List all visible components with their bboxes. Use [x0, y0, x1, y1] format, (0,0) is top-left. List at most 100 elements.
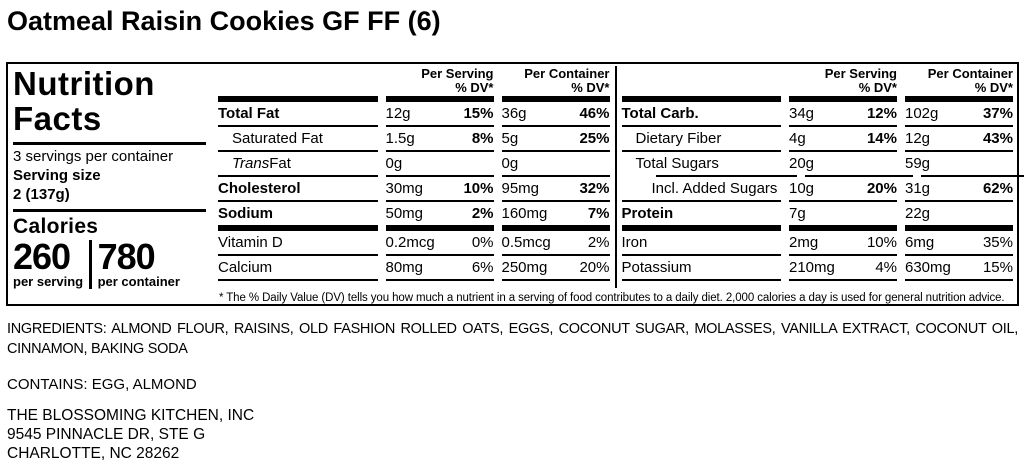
per-serving-header-label: Per Serving	[421, 66, 494, 81]
per-container-values: 630mg 15%	[905, 256, 1013, 279]
separator-segment	[905, 254, 1013, 256]
calories-row: 260 per serving 780 per container	[13, 236, 206, 290]
calories-per-container-block: 780 per container	[97, 236, 180, 290]
per-container-amount: 31g	[905, 180, 931, 197]
separator-segment	[385, 200, 494, 202]
label-heading-line2: Facts	[13, 100, 102, 137]
per-container-values: 0g	[502, 152, 610, 175]
per-serving-amount: 30mg	[385, 180, 424, 197]
label-right-block: Per Serving% DV* Per Container% DV* Total …	[212, 64, 1024, 304]
thick-bar	[621, 96, 1013, 102]
nutrient-row: Sodium 50mg 2% 160mg 7%	[218, 202, 610, 225]
per-container-values: 6mg 35%	[905, 231, 1013, 254]
nutrient-name: Protein	[621, 205, 674, 222]
per-container-amount: 0g	[501, 155, 519, 172]
nutrient-row: Saturated Fat 1.5g 8% 5g 25%	[218, 127, 610, 150]
row-separator	[218, 125, 610, 127]
per-serving-values: 4g 14%	[789, 127, 897, 150]
per-serving-amount: 34g	[789, 105, 815, 122]
page-title: Oatmeal Raisin Cookies GF FF (6)	[7, 6, 441, 36]
separator-segment	[905, 279, 1013, 281]
separator-segment	[655, 175, 797, 177]
nutrient-name: Sodium	[218, 205, 273, 222]
separator-segment	[218, 200, 378, 202]
divider	[13, 209, 206, 212]
manufacturer-name: THE BLOSSOMING KITCHEN, INC	[7, 407, 255, 424]
per-container-amount: 6mg	[905, 234, 935, 251]
dv-footnote: * The % Daily Value (DV) tells you how m…	[219, 292, 1005, 304]
nutrient-row: Trans Fat 0g 0g	[218, 152, 610, 175]
per-container-dv: 25%	[579, 130, 610, 147]
per-container-dv: 20%	[579, 259, 610, 276]
separator-segment	[385, 150, 494, 152]
per-serving-dv: 8%	[471, 130, 494, 147]
per-serving-amount: 0.2mcg	[385, 234, 435, 251]
separator-segment	[905, 150, 1013, 152]
row-separator	[621, 150, 1013, 152]
manufacturer-city: CHARLOTTE, NC 28262	[7, 445, 180, 462]
per-container-amount: 59g	[905, 155, 931, 172]
nutrient-row: Calcium 80mg 6% 250mg 20%	[218, 256, 610, 279]
per-serving-values: 1.5g 8%	[386, 127, 494, 150]
per-serving-values: 2mg 10%	[789, 231, 897, 254]
calories-per-container-value: 780	[97, 236, 156, 277]
bar-segment	[501, 96, 610, 102]
per-serving-dv: 10%	[463, 180, 494, 197]
per-container-values: 12g 43%	[905, 127, 1013, 150]
per-container-values: 5g 25%	[502, 127, 610, 150]
per-serving-dv: 14%	[866, 130, 897, 147]
separator-segment	[385, 175, 494, 177]
separator-segment	[621, 150, 781, 152]
thick-bar	[218, 96, 610, 102]
per-container-amount: 36g	[501, 105, 527, 122]
nutrient-row: Cholesterol 30mg 10% 95mg 32%	[218, 177, 610, 200]
bar-segment	[789, 225, 897, 231]
separator-segment	[218, 175, 378, 177]
row-separator	[218, 254, 610, 256]
nutrient-name: Vitamin D	[218, 234, 283, 251]
nutrient-name: Total Sugars	[635, 155, 719, 172]
per-serving-header: Per Serving% DV*	[789, 66, 897, 95]
nutrient-row: Dietary Fiber 4g 14% 12g 43%	[622, 127, 1014, 150]
per-container-amount: 250mg	[501, 259, 548, 276]
row-separator	[622, 175, 1024, 177]
per-serving-amount: 10g	[789, 180, 815, 197]
separator-segment	[621, 125, 781, 127]
nutrient-name: Saturated Fat	[232, 130, 323, 147]
per-serving-dv: 0%	[471, 234, 494, 251]
separator-segment	[501, 279, 610, 281]
nutrient-name: Potassium	[621, 259, 692, 276]
calories-per-serving-block: 260 per serving	[13, 236, 84, 290]
separator-segment	[621, 254, 781, 256]
manufacturer-address: 9545 PINNACLE DR, STE G	[7, 426, 206, 443]
row-separator	[218, 175, 610, 177]
per-serving-amount: 80mg	[385, 259, 424, 276]
nutrient-tables: Per Serving% DV* Per Container% DV* Total …	[218, 66, 1024, 288]
nutrient-name: Iron	[621, 234, 648, 251]
nutrient-row: Total Fat 12g 15% 36g 46%	[218, 102, 610, 125]
per-serving-values: 12g 15%	[386, 102, 494, 125]
separator-segment	[905, 125, 1013, 127]
per-serving-amount: 1.5g	[385, 130, 415, 147]
per-container-values: 95mg 32%	[502, 177, 610, 200]
nutrient-row: Iron 2mg 10% 6mg 35%	[622, 231, 1014, 254]
nutrient-name: Cholesterol	[218, 180, 301, 197]
separator-segment	[905, 200, 1013, 202]
per-serving-header-label: Per Serving	[824, 66, 897, 81]
calories-per-serving-value: 260	[13, 236, 71, 277]
bar-segment	[218, 96, 378, 102]
per-container-header: Per Container% DV*	[502, 66, 610, 95]
separator-segment	[789, 125, 897, 127]
nutrient-row: Total Carb. 34g 12% 102g 37%	[622, 102, 1014, 125]
row-separator	[621, 254, 1013, 256]
separator-segment	[218, 279, 378, 281]
separator-segment	[501, 254, 610, 256]
label-heading: Nutrition Facts	[13, 66, 206, 136]
separator-segment	[385, 279, 494, 281]
per-serving-amount: 210mg	[789, 259, 835, 276]
calories-per-serving-caption: per serving	[13, 274, 84, 289]
separator-segment	[805, 175, 913, 177]
bar-segment	[501, 225, 610, 231]
per-serving-amount: 20g	[789, 155, 815, 172]
dv-header-label: % DV*	[571, 80, 610, 95]
